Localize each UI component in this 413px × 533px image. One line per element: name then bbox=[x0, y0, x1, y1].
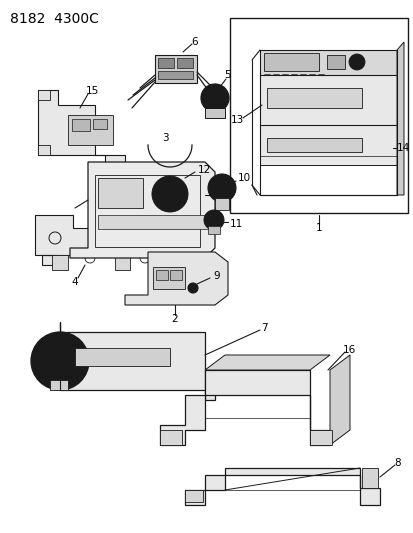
Text: 15: 15 bbox=[85, 86, 98, 96]
Circle shape bbox=[188, 283, 197, 293]
Text: 4: 4 bbox=[71, 277, 78, 287]
Bar bbox=[230, 18, 407, 213]
Bar bbox=[158, 71, 192, 79]
Circle shape bbox=[48, 365, 62, 379]
Bar bbox=[68, 115, 113, 145]
Bar bbox=[170, 270, 182, 280]
Circle shape bbox=[204, 210, 223, 230]
Circle shape bbox=[214, 180, 230, 196]
Text: 7: 7 bbox=[260, 323, 267, 333]
Text: 12: 12 bbox=[197, 165, 211, 175]
Circle shape bbox=[152, 176, 188, 212]
Bar bbox=[266, 138, 361, 152]
Polygon shape bbox=[185, 468, 379, 505]
Circle shape bbox=[207, 174, 235, 202]
Bar bbox=[159, 430, 182, 445]
Text: 1: 1 bbox=[315, 223, 322, 233]
Text: 6: 6 bbox=[191, 37, 198, 47]
Polygon shape bbox=[396, 42, 403, 195]
Bar bbox=[204, 108, 224, 118]
Bar bbox=[185, 490, 202, 502]
Text: 5: 5 bbox=[224, 70, 231, 80]
Polygon shape bbox=[159, 370, 329, 445]
Text: 14: 14 bbox=[396, 143, 409, 153]
Bar bbox=[266, 88, 361, 108]
Bar bbox=[156, 270, 168, 280]
Text: 13: 13 bbox=[230, 115, 243, 125]
Text: 16: 16 bbox=[342, 345, 355, 355]
Bar bbox=[214, 198, 228, 210]
Polygon shape bbox=[60, 322, 214, 400]
Bar bbox=[154, 55, 197, 83]
Bar bbox=[207, 226, 219, 234]
Polygon shape bbox=[329, 355, 349, 445]
Text: 10: 10 bbox=[237, 173, 251, 183]
Bar bbox=[98, 178, 142, 208]
Text: 9: 9 bbox=[212, 271, 219, 281]
Text: 2: 2 bbox=[171, 314, 178, 324]
Bar bbox=[263, 53, 318, 71]
Polygon shape bbox=[259, 50, 396, 75]
Circle shape bbox=[206, 90, 223, 106]
Polygon shape bbox=[115, 255, 130, 270]
Bar bbox=[153, 267, 185, 289]
Polygon shape bbox=[38, 90, 50, 100]
Polygon shape bbox=[52, 255, 68, 270]
Bar bbox=[50, 380, 68, 390]
Text: 8: 8 bbox=[394, 458, 400, 468]
Polygon shape bbox=[70, 162, 214, 258]
Polygon shape bbox=[125, 252, 228, 305]
Polygon shape bbox=[204, 355, 329, 370]
Polygon shape bbox=[259, 75, 396, 125]
Polygon shape bbox=[38, 90, 125, 170]
Bar bbox=[326, 55, 344, 69]
Circle shape bbox=[159, 184, 180, 204]
Circle shape bbox=[201, 84, 228, 112]
Bar bbox=[72, 119, 90, 131]
Bar bbox=[158, 58, 173, 68]
Polygon shape bbox=[259, 125, 396, 165]
Bar bbox=[177, 58, 192, 68]
Bar bbox=[93, 119, 107, 129]
Bar bbox=[98, 215, 207, 229]
Bar bbox=[361, 468, 377, 488]
Polygon shape bbox=[35, 215, 175, 265]
Circle shape bbox=[31, 332, 89, 390]
Bar bbox=[75, 348, 170, 366]
Bar bbox=[309, 430, 331, 445]
Bar bbox=[95, 175, 199, 247]
Text: 8182  4300C: 8182 4300C bbox=[10, 12, 99, 26]
Text: 3: 3 bbox=[161, 133, 168, 143]
Circle shape bbox=[348, 54, 364, 70]
Text: 11: 11 bbox=[230, 219, 243, 229]
Polygon shape bbox=[38, 145, 50, 155]
